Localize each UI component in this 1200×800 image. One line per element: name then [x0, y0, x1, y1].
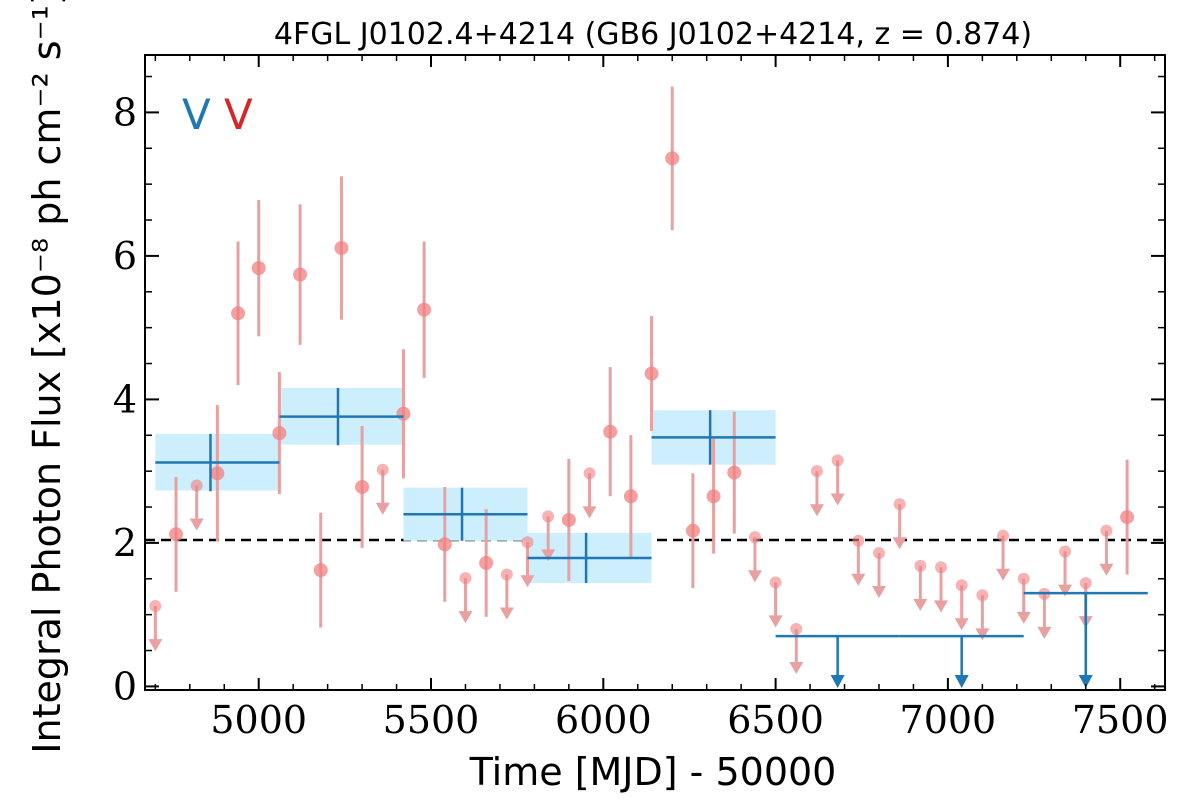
plot-border	[144, 54, 1166, 691]
fine-bin-point	[500, 568, 513, 581]
fine-bin-point	[976, 589, 989, 602]
fine-bin-arrow	[809, 504, 824, 517]
fine-bin-point	[852, 534, 865, 547]
coarse-bin-arrow	[1078, 675, 1093, 688]
chart-title: 4FGL J0102.4+4214 (GB6 J0102+4214, z = 0…	[274, 17, 1032, 52]
fine-bin-arrow	[148, 639, 163, 652]
fine-bin-point	[644, 366, 659, 381]
fine-bin-arrow	[934, 600, 949, 613]
y-axis: 0 2 4 6 8	[113, 75, 1165, 708]
y-axis-label: Integral Photon Flux [x10⁻⁸ ph cm⁻² s⁻¹]	[25, 0, 69, 754]
fine-bin-point	[1100, 524, 1113, 537]
fine-bin-point	[231, 306, 246, 321]
fine-bin-arrow	[1037, 626, 1052, 639]
legend-entry: V	[224, 90, 253, 139]
fine-bin-point	[1079, 577, 1092, 590]
x-tick-label: 6000	[555, 698, 652, 742]
fine-bin-point	[831, 454, 844, 467]
fine-bin-arrow	[975, 628, 990, 641]
x-tick-label: 5500	[383, 698, 480, 742]
coarse-bin-arrow	[830, 675, 845, 688]
fine-bin-point	[955, 579, 968, 592]
fine-bin-arrow	[851, 573, 866, 586]
x-tick-label: 5000	[210, 698, 307, 742]
fine-bin-point	[479, 556, 494, 570]
fine-bin-arrow	[541, 549, 556, 562]
fine-bin-point	[665, 151, 680, 166]
fine-bin-arrow	[913, 598, 928, 611]
fine-bin-point	[459, 572, 472, 585]
fine-bin-point	[810, 465, 823, 478]
fine-bin-point	[149, 600, 162, 613]
fine-bin-arrow	[582, 506, 597, 519]
y-tick-label: 0	[113, 664, 137, 708]
fine-bin-arrow	[499, 607, 514, 620]
fine-bin-point	[893, 498, 906, 511]
fine-bin-point	[251, 261, 266, 276]
fine-bin-point	[210, 466, 225, 481]
fine-bin-point	[355, 479, 370, 494]
fine-bin-arrow	[189, 518, 204, 531]
y-tick-label: 8	[113, 90, 137, 134]
x-axis-label: Time [MJD] - 50000	[469, 750, 837, 794]
fine-bin-point	[685, 523, 700, 538]
fine-bin-point	[790, 623, 803, 636]
fine-bin-point	[1017, 572, 1030, 585]
fine-bin-point	[935, 561, 948, 574]
fine-bin-point	[334, 241, 349, 256]
x-tick-label: 6500	[727, 698, 824, 742]
fine-bin-arrow	[1016, 611, 1031, 624]
x-tick-label: 7500	[1072, 698, 1169, 742]
fine-bin-point	[272, 426, 287, 441]
fine-bin-point	[748, 531, 761, 544]
fine-bin-point	[293, 267, 308, 282]
fine-bin-arrow	[520, 575, 535, 588]
fine-bin-point	[1059, 545, 1072, 558]
fine-bin-point	[727, 465, 742, 480]
fine-bin-arrow	[375, 502, 390, 515]
fine-bin-arrow	[747, 570, 762, 583]
fine-bin-arrow	[954, 618, 969, 631]
x-axis: 5000 5500 6000 6500 7000 7500	[154, 55, 1169, 742]
legend-entry: V	[182, 90, 211, 139]
fine-bin-point	[583, 467, 596, 480]
fine-bin-arrow	[789, 662, 804, 675]
fine-bin-point	[396, 406, 411, 421]
fine-bin-point	[169, 527, 184, 542]
fine-bin-point	[1120, 510, 1135, 525]
fine-bin-point	[997, 529, 1010, 542]
fine-bin-arrow	[458, 611, 473, 624]
y-tick-label: 6	[113, 234, 137, 278]
fine-bin-point	[313, 563, 328, 578]
y-tick-label: 4	[113, 377, 137, 421]
fine-bin-arrow	[996, 568, 1011, 581]
fine-bin-point	[542, 510, 555, 523]
plot-frame	[144, 54, 1166, 691]
fine-bin-point	[190, 479, 203, 492]
x-tick-label: 7000	[900, 698, 997, 742]
fine-bin-point	[603, 424, 618, 439]
plot-area	[145, 86, 1165, 688]
fine-bin-point	[376, 463, 389, 476]
fine-bin-arrow	[871, 586, 886, 599]
coarse-bin-arrow	[954, 675, 969, 688]
fine-bin-point	[769, 576, 782, 589]
fine-bin-point	[521, 536, 534, 549]
fine-bin-point	[914, 559, 927, 572]
fine-bin-arrow	[892, 537, 907, 550]
fine-bin-point	[872, 546, 885, 559]
fine-bin-arrow	[768, 615, 783, 628]
fine-bin-point	[706, 489, 721, 504]
fine-bin-point	[623, 489, 638, 504]
fine-bin-point	[417, 302, 432, 317]
fine-bin-point	[437, 537, 452, 552]
fine-bin-arrow	[1099, 563, 1114, 576]
fine-bin-arrow	[1058, 584, 1073, 597]
y-tick-label: 2	[113, 521, 137, 565]
fine-bin-point	[561, 512, 576, 527]
fine-bin-arrow	[830, 493, 845, 506]
